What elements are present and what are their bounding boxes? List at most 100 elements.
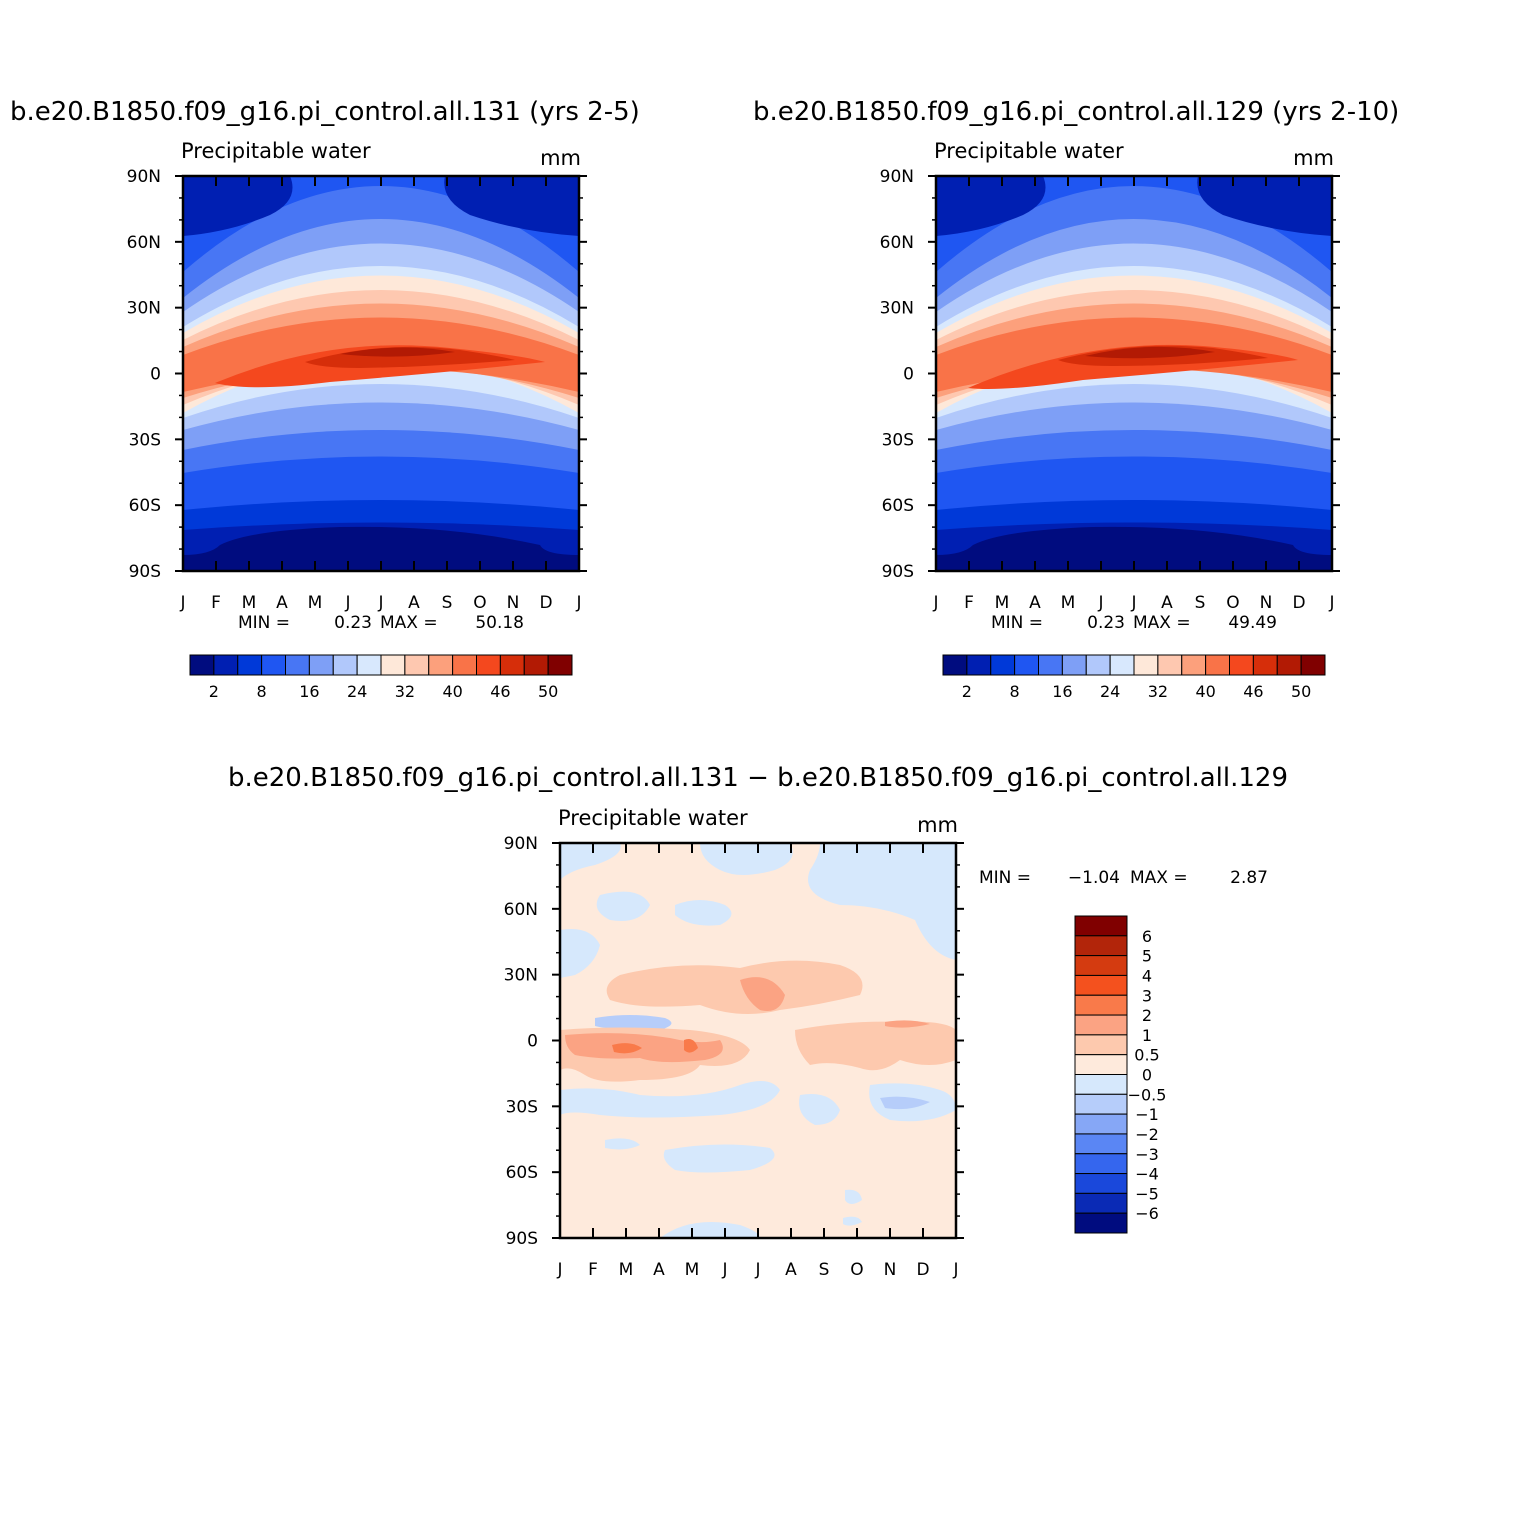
- panel-3-positive-patch: [740, 977, 785, 1011]
- colorbar-swatch: [1252, 654, 1278, 676]
- colorbar-label: 4: [1142, 966, 1152, 985]
- panel-3-negative-patch: [675, 900, 732, 926]
- x-tick-label: N: [884, 1260, 897, 1280]
- panel-2: b.e20.B1850.f09_g16.pi_control.all.129 (…: [753, 97, 1399, 701]
- colorbar-swatch: [1157, 654, 1183, 676]
- panel-2-colorbar: 2 8 16 24 32 40 46 50: [942, 654, 1326, 701]
- colorbar-label: 32: [395, 682, 415, 701]
- panel-3-negative-patch: [595, 1015, 672, 1031]
- x-tick-label: A: [653, 1260, 665, 1280]
- x-tick-label: A: [785, 1260, 797, 1280]
- colorbar-swatch: [213, 654, 239, 676]
- panel-3-positive-patch: [565, 1033, 723, 1063]
- y-tick-label: 60N: [504, 900, 538, 920]
- x-tick-label: O: [850, 1260, 863, 1280]
- y-tick-label: 0: [903, 365, 914, 385]
- panel-3-negative-patch: [843, 1216, 862, 1226]
- colorbar-swatch: [1014, 654, 1039, 676]
- colorbar-swatch: [189, 654, 215, 676]
- colorbar-label: −3: [1135, 1145, 1159, 1164]
- colorbar-label: 24: [347, 682, 367, 701]
- colorbar-label: 50: [1291, 682, 1311, 701]
- panel-2-plot-area: [936, 176, 1332, 571]
- colorbar-swatch: [966, 654, 992, 676]
- panel-1-subtitle: Precipitable water: [181, 139, 371, 163]
- panel-1-plot-area: [183, 176, 579, 571]
- colorbar-label: 6: [1142, 927, 1152, 946]
- panel-1-max-value: 50.18: [475, 613, 524, 633]
- panel-3-positive-patch: [612, 1043, 642, 1054]
- colorbar-label: 2: [209, 682, 219, 701]
- colorbar-label: 2: [962, 682, 972, 701]
- colorbar-swatch: [1074, 1173, 1128, 1194]
- y-tick-label: 60S: [129, 496, 161, 516]
- panel-3-negative-patch: [605, 1138, 640, 1150]
- colorbar-swatch: [308, 654, 334, 676]
- panel-3-units: mm: [917, 813, 958, 837]
- colorbar-label: −5: [1135, 1184, 1159, 1203]
- x-tick-label: O: [1226, 593, 1239, 613]
- panel-3-positive-patch: [684, 1039, 698, 1053]
- colorbar-label: −4: [1135, 1165, 1159, 1184]
- x-tick-label: J: [721, 1260, 727, 1280]
- colorbar-swatch: [1074, 1093, 1128, 1115]
- colorbar-swatch: [942, 654, 968, 676]
- y-tick-label: 30N: [880, 299, 914, 319]
- colorbar-label: 0.5: [1134, 1046, 1159, 1065]
- colorbar-swatch: [1061, 654, 1087, 676]
- x-tick-label: N: [1260, 593, 1273, 613]
- x-tick-label: J: [556, 1260, 562, 1280]
- panel-3-negative-patch: [700, 843, 793, 875]
- x-tick-label: J: [1097, 593, 1103, 613]
- colorbar-swatch: [1181, 654, 1207, 676]
- panel-1-title: b.e20.B1850.f09_g16.pi_control.all.131 (…: [10, 97, 640, 127]
- panel-3-negative-patch: [845, 1189, 862, 1204]
- x-tick-label: S: [1195, 593, 1206, 613]
- x-tick-label: J: [377, 593, 383, 613]
- y-tick-label: 90N: [127, 167, 161, 187]
- colorbar-label: 3: [1142, 986, 1152, 1005]
- panel-3-min-value: −1.04: [1068, 868, 1120, 888]
- panel-3-positive-patch: [885, 1020, 930, 1028]
- panel-3-negative-patch: [663, 1144, 775, 1173]
- colorbar-swatch: [1074, 935, 1128, 957]
- x-tick-label: A: [408, 593, 420, 613]
- x-tick-label: J: [932, 593, 938, 613]
- panel-3-subtitle: Precipitable water: [558, 806, 748, 830]
- colorbar-swatch: [1085, 654, 1111, 676]
- colorbar-swatch: [261, 654, 286, 676]
- y-tick-label: 90N: [504, 834, 538, 854]
- colorbar-swatch: [1074, 1212, 1128, 1234]
- panel-3-negative-patch: [660, 1221, 760, 1238]
- panel-2-units: mm: [1293, 146, 1334, 170]
- x-tick-label: N: [507, 593, 520, 613]
- panel-3-title: b.e20.B1850.f09_g16.pi_control.all.131 −…: [228, 763, 1288, 793]
- colorbar-label: 0: [1142, 1066, 1152, 1085]
- colorbar-swatch: [1074, 1133, 1128, 1155]
- y-tick-label: 0: [150, 365, 161, 385]
- colorbar-swatch: [1074, 1034, 1128, 1056]
- panel-2-band-7: [1085, 346, 1215, 359]
- y-tick-label: 90S: [882, 562, 914, 582]
- colorbar-swatch: [1074, 915, 1128, 937]
- colorbar-label: 16: [1052, 682, 1072, 701]
- colorbar-label: −0.5: [1128, 1085, 1167, 1104]
- colorbar-swatch: [1038, 654, 1063, 676]
- panel-3-positive-patch: [795, 1021, 956, 1071]
- colorbar-swatch: [452, 654, 477, 676]
- x-tick-label: A: [1029, 593, 1041, 613]
- panel-1-max-label: MAX =: [380, 613, 438, 633]
- panel-3-negative-patch: [808, 843, 956, 960]
- panel-3-negative-patch: [560, 843, 621, 880]
- x-tick-label: A: [1161, 593, 1173, 613]
- y-tick-label: 90N: [880, 167, 914, 187]
- colorbar-swatch: [990, 654, 1016, 676]
- colorbar-swatch: [404, 654, 430, 676]
- x-tick-label: J: [179, 593, 185, 613]
- panel-3: b.e20.B1850.f09_g16.pi_control.all.131 −…: [228, 763, 1288, 1280]
- panel-3-negative-patch: [880, 1096, 930, 1110]
- panel-2-max-value: 49.49: [1228, 613, 1277, 633]
- panel-3-negative-patch: [560, 929, 600, 978]
